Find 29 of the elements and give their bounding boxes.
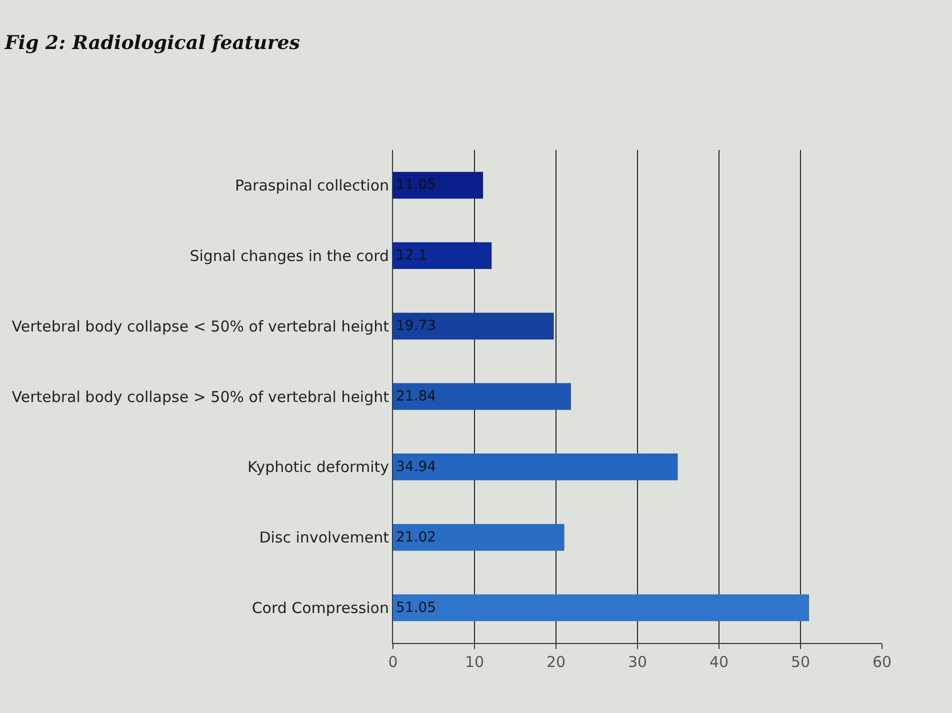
y-tick-label: Signal changes in the cord xyxy=(190,246,389,265)
text: Fig 2: Radiological features xyxy=(4,32,300,54)
x-tick-label: 20 xyxy=(546,653,566,671)
y-tick-label: Vertebral body collapse < 50% of vertebral height xyxy=(12,317,390,336)
y-tick-label: Vertebral body collapse > 50% of vertebral height xyxy=(12,388,390,406)
data-label: 11.05 xyxy=(396,177,436,194)
data-label: 21.02 xyxy=(396,529,436,546)
data-label: 19.73 xyxy=(396,318,436,334)
bar xyxy=(393,383,571,410)
y-tick-label: Cord Compression xyxy=(252,599,389,618)
x-tick-label: 30 xyxy=(628,653,648,671)
x-tick-label: 60 xyxy=(872,653,892,671)
data-label: 34.94 xyxy=(396,458,436,475)
y-tick-label: Paraspinal collection xyxy=(234,176,389,194)
y-tick-label: Disc involvement xyxy=(259,528,390,547)
bar xyxy=(393,524,564,551)
bar xyxy=(393,242,492,270)
bar xyxy=(393,594,810,622)
y-tick-label: Kyphotic deformity xyxy=(247,458,390,476)
bar xyxy=(393,454,678,480)
data-label: 21.84 xyxy=(396,388,436,404)
bar xyxy=(393,172,484,199)
x-tick-label: 0 xyxy=(388,653,398,671)
bar xyxy=(393,312,554,340)
x-tick-label: 50 xyxy=(790,653,810,671)
x-tick-label: 10 xyxy=(464,653,484,671)
x-tick-label: 40 xyxy=(709,653,729,671)
data-label: 51.05 xyxy=(396,600,436,616)
data-label: 12.1 xyxy=(396,248,428,264)
